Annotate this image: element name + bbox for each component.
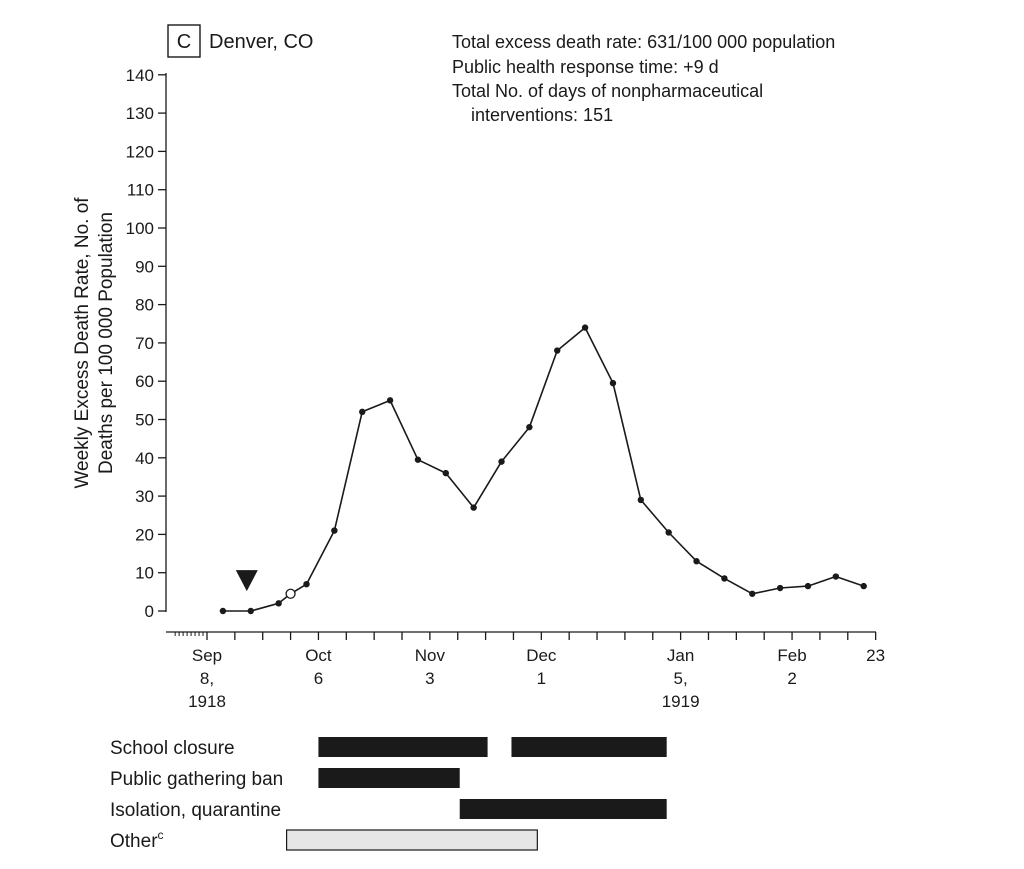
y-tick-label: 60 [135,372,154,391]
data-point [721,575,728,582]
x-tick-label-line: Dec [526,646,557,665]
data-point [219,607,227,615]
data-point [498,458,505,465]
y-tick-label: 130 [126,104,154,123]
y-tick-label: 0 [145,602,154,621]
x-tick-label: Feb 2 [777,646,806,688]
x-tick-label-line: 2 [787,669,796,688]
x-tick-label: 23 [866,646,885,665]
x-tick-label-line: 6 [314,669,323,688]
series-line [222,326,864,612]
intervention-label-text: Other [110,831,158,852]
data-point [275,600,282,607]
y-tick-label: 100 [126,219,154,238]
x-tick-label-line: 1919 [662,692,700,711]
y-tick-label: 70 [135,334,154,353]
x-tick-label-line: 8, [200,669,214,688]
y-tick-label: 50 [135,411,154,430]
info-total-excess: Total excess death rate: 631/100 000 pop… [452,32,835,52]
data-point [832,573,840,580]
data-point [693,558,700,565]
y-tick-label: 20 [135,525,154,544]
intervention-bar [286,829,538,851]
data-point-open [285,588,296,599]
intervention-bar [318,737,488,757]
x-tick-label-line: Oct [305,646,332,665]
panel-letter: C [177,31,191,53]
data-point [637,496,645,504]
y-tick-label: 30 [135,487,154,506]
data-point [303,580,310,588]
data-point [776,584,784,592]
data-point [554,347,561,354]
intervention-label-text: Isolation, quarantine [110,800,281,821]
x-tick-label: Sep 8, 1918 [188,646,226,711]
x-tick-label-line: 3 [425,669,434,688]
x-tick-label-line: Sep [192,646,222,665]
y-axis-label-line2: Deaths per 100 000 Population [96,212,117,474]
x-tick-label: Oct 6 [305,646,332,688]
data-point [526,423,533,431]
data-point [442,469,449,477]
data-point [386,397,394,404]
panel-letter-box [167,24,201,58]
info-npi-days-line1: Total No. of days of nonpharmaceutical [452,81,763,101]
intervention-label-text: Public gathering ban [110,769,283,790]
y-axis-label-line1: Weekly Excess Death Rate, No. of [72,197,93,489]
x-tick-label-line: Feb [777,646,806,665]
y-tick-label: 10 [135,564,154,583]
intervention-label-superscript: c [158,828,164,842]
x-tick-label-line: Jan [667,646,694,665]
data-point [470,504,477,511]
x-tick-label-line: 5, [674,669,688,688]
x-tick-label-line: Nov [415,646,446,665]
intervention-label: Public gathering ban [110,769,283,790]
data-point [331,527,338,534]
intervention-bar [459,799,667,819]
y-tick-label: 40 [135,449,154,468]
intervention-label: School closure [110,738,235,759]
x-tick-label: Dec 1 [526,646,557,688]
triangle-marker-icon [235,570,258,592]
data-point [749,590,756,597]
x-tick-label: Nov 3 [415,646,446,688]
data-point [860,582,867,590]
data-point [609,379,617,387]
chart-title: Denver, CO [209,31,313,53]
intervention-bar [318,768,460,788]
x-tick-label-line: 1 [537,669,546,688]
data-point [359,408,366,416]
intervention-label: Otherc [110,828,164,852]
info-npi-days-line2: interventions: 151 [471,105,613,125]
y-tick-label: 110 [127,181,154,200]
y-tick-label: 80 [135,296,154,315]
data-point [581,324,589,331]
intervention-label-text: School closure [110,738,235,759]
data-point [247,607,254,615]
data-point [804,582,812,590]
data-point [414,456,422,463]
x-tick-label: Jan 5, 1919 [662,646,700,711]
intervention-bar [511,737,667,757]
y-tick-label: 140 [126,66,154,85]
data-point [665,529,672,536]
y-tick-label: 120 [126,142,154,161]
x-tick-label-line: 1918 [188,692,226,711]
info-response-time: Public health response time: +9 d [452,57,719,77]
y-tick-label: 90 [135,257,154,276]
x-tick-label-line: 23 [866,646,885,665]
intervention-label: Isolation, quarantine [110,800,281,821]
